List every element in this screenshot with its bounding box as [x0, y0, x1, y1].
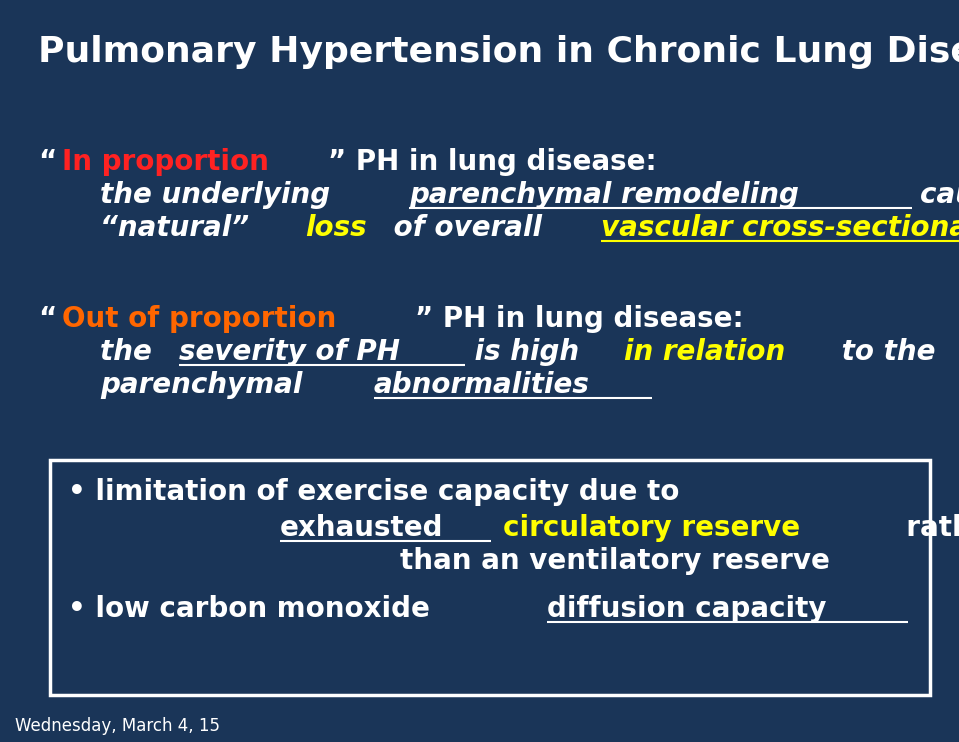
Text: exhausted: exhausted: [280, 514, 443, 542]
Text: • limitation of exercise capacity due to: • limitation of exercise capacity due to: [68, 478, 679, 506]
Text: rather: rather: [887, 514, 959, 542]
Text: • low carbon monoxide: • low carbon monoxide: [68, 595, 439, 623]
Text: “: “: [38, 305, 57, 333]
Text: ” PH in lung disease:: ” PH in lung disease:: [329, 148, 657, 176]
Text: causes some: causes some: [920, 181, 959, 209]
Text: parenchymal remodeling: parenchymal remodeling: [409, 181, 799, 209]
Text: In proportion: In proportion: [61, 148, 269, 176]
Text: the underlying: the underlying: [100, 181, 339, 209]
FancyBboxPatch shape: [50, 460, 930, 695]
Text: in relation: in relation: [624, 338, 785, 366]
Text: the: the: [100, 338, 161, 366]
Text: parenchymal: parenchymal: [100, 371, 312, 399]
Text: Out of proportion: Out of proportion: [61, 305, 336, 333]
Text: circulatory reserve: circulatory reserve: [503, 514, 801, 542]
Text: “natural”: “natural”: [100, 214, 259, 242]
Text: loss: loss: [305, 214, 366, 242]
Text: Pulmonary Hypertension in Chronic Lung Disease: Pulmonary Hypertension in Chronic Lung D…: [38, 35, 959, 69]
Text: vascular cross-sectional area: vascular cross-sectional area: [600, 214, 959, 242]
Text: diffusion capacity: diffusion capacity: [548, 595, 827, 623]
Text: abnormalities: abnormalities: [374, 371, 590, 399]
Text: ” PH in lung disease:: ” PH in lung disease:: [415, 305, 744, 333]
Text: is high: is high: [464, 338, 588, 366]
Text: “: “: [38, 148, 57, 176]
Text: than an ventilatory reserve: than an ventilatory reserve: [400, 547, 830, 575]
Text: to the: to the: [832, 338, 946, 366]
Text: of overall: of overall: [385, 214, 552, 242]
Text: severity of PH: severity of PH: [179, 338, 400, 366]
Text: Wednesday, March 4, 15: Wednesday, March 4, 15: [15, 717, 220, 735]
